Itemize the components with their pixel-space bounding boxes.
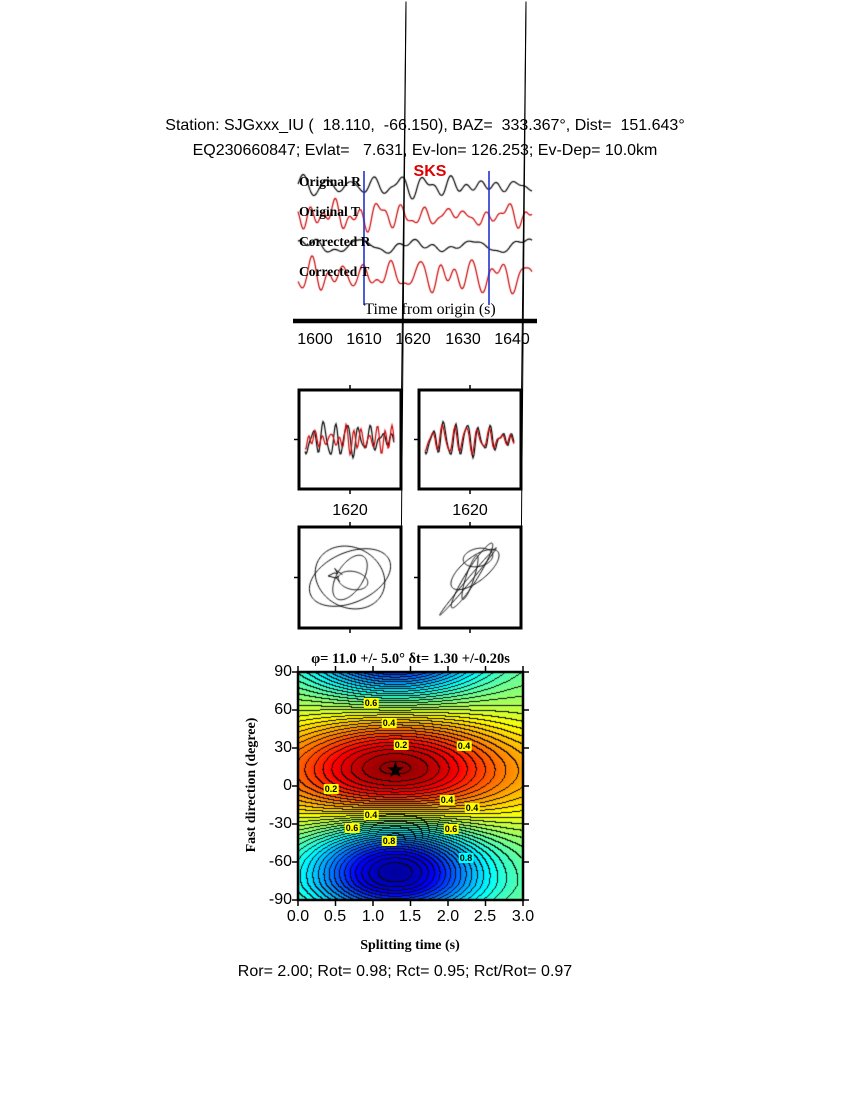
splitting-result-title: φ= 11.0 +/- 5.0° δt= 1.30 +/-0.20s [311,651,510,667]
window-tick-left: 1620 [332,502,368,519]
split-time-tick-10: 1.0 [361,908,385,925]
contour-label: 0.4 [464,803,480,813]
split-time-tick-30: 3.0 [511,908,535,925]
split-time-tick-05: 0.5 [323,908,347,925]
corrected-particle-motion-canvas [423,531,517,624]
original-particle-motion-canvas [303,531,397,624]
contour-label: 0.4 [381,718,397,728]
contour-label: 0.6 [363,698,379,708]
fast-dir-tick-30: 30 [274,739,292,756]
corrected-waveform-window-canvas [423,394,517,485]
fast-dir-tick-60: 60 [274,701,292,718]
contour-label: 0.8 [381,836,397,846]
time-tick-1630: 1630 [445,331,481,348]
station-info-line: Station: SJGxxx_IU ( 18.110, -66.150), B… [165,117,685,134]
time-tick-1610: 1610 [346,331,382,348]
seismogram-traces-canvas [295,168,535,308]
contour-label: 0.8 [458,853,474,863]
contour-label: 0.2 [323,784,339,794]
contour-label: 0.6 [443,824,459,834]
contour-label: 0.4 [439,795,455,805]
split-time-tick-15: 1.5 [398,908,422,925]
time-tick-1640: 1640 [494,331,530,348]
fast-dir-tick-m90: -90 [268,891,292,908]
contour-label: 0.4 [456,741,472,751]
split-time-tick-20: 2.0 [436,908,460,925]
trace-label-corrected-t: Corrected T [299,264,370,279]
trace-label-original-t: Original T [299,204,360,219]
fast-dir-tick-0: 0 [283,777,292,794]
time-tick-1600: 1600 [297,331,333,348]
fast-dir-tick-90: 90 [274,663,292,680]
best-fit-star: ★ [385,758,406,784]
phase-label-sks: SKS [413,163,447,180]
time-axis-label: Time from origin (s) [364,301,496,318]
splitting-time-axis-label: Splitting time (s) [360,938,460,953]
contour-label: 0.2 [393,740,409,750]
window-tick-right: 1620 [452,502,488,519]
event-info-line: EQ230660847; Evlat= 7.631, Ev-lon= 126.2… [192,142,658,159]
correlation-results-line: Ror= 2.00; Rot= 0.98; Rct= 0.95; Rct/Rot… [237,963,573,980]
time-tick-1620: 1620 [395,331,431,348]
original-waveform-window-canvas [303,394,397,485]
contour-label: 0.6 [344,823,360,833]
contour-label: 0.4 [363,810,379,820]
fast-dir-tick-m60: -60 [268,853,292,870]
split-time-tick-00: 0.0 [286,908,310,925]
split-time-tick-25: 2.5 [473,908,497,925]
trace-label-original-r: Original R [299,174,361,189]
fast-dir-tick-m30: -30 [268,815,292,832]
fast-direction-axis-label: Fast direction (degree) [244,717,259,853]
trace-label-corrected-r: Corrected R [299,234,371,249]
